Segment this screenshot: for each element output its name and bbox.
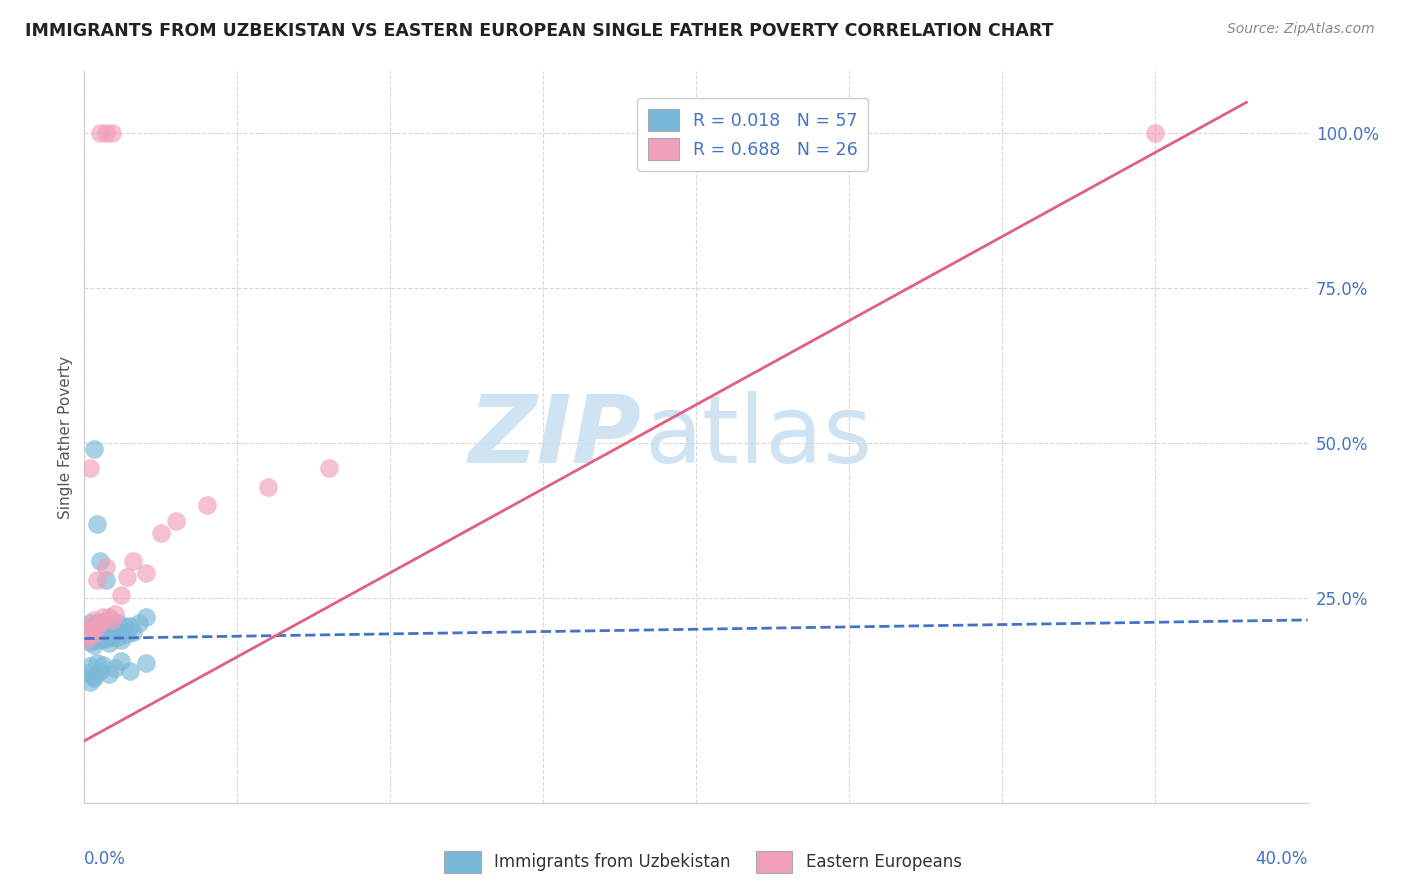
Point (76, 622, 98, 636)
Point (76, 628, 98, 642)
Point (122, 554, 145, 568)
Point (86, 625, 108, 640)
Point (79, 615, 101, 630)
Y-axis label: Single Father Poverty: Single Father Poverty (58, 356, 73, 518)
Point (76, 665, 98, 680)
Point (89, 126, 111, 140)
Point (86, 573, 108, 587)
Point (1143, 126, 1166, 140)
Point (104, 625, 127, 640)
Point (89, 615, 111, 630)
Point (86, 633, 108, 648)
Point (79, 625, 101, 640)
Point (110, 655, 132, 669)
Point (83, 619, 105, 633)
Point (91, 615, 114, 629)
Point (97, 624, 120, 638)
Point (86, 516, 108, 531)
Point (89, 554, 111, 568)
Point (122, 625, 145, 640)
Point (77, 625, 100, 640)
Legend: Immigrants from Uzbekistan, Eastern Europeans: Immigrants from Uzbekistan, Eastern Euro… (437, 845, 969, 880)
Point (83, 442, 105, 457)
Point (149, 526, 172, 541)
Point (79, 634, 101, 648)
Point (115, 627, 138, 641)
Point (83, 613, 105, 627)
Point (76, 632, 98, 646)
Point (107, 615, 129, 630)
Point (110, 633, 132, 648)
Point (89, 630, 111, 644)
Point (94, 560, 117, 574)
Point (128, 615, 150, 630)
Point (86, 619, 108, 633)
Point (83, 669, 105, 683)
Point (101, 619, 124, 633)
Point (79, 674, 101, 689)
Point (104, 607, 127, 621)
Point (89, 665, 111, 679)
Point (112, 619, 135, 633)
Point (79, 659, 101, 673)
Point (79, 461, 101, 475)
Text: IMMIGRANTS FROM UZBEKISTAN VS EASTERN EUROPEAN SINGLE FATHER POVERTY CORRELATION: IMMIGRANTS FROM UZBEKISTAN VS EASTERN EU… (25, 22, 1054, 40)
Point (101, 126, 124, 140)
Text: 0.0%: 0.0% (84, 850, 127, 868)
Point (135, 566, 157, 581)
Point (91, 632, 114, 646)
Point (135, 610, 157, 624)
Point (83, 671, 105, 685)
Text: ZIP: ZIP (468, 391, 641, 483)
Point (94, 627, 117, 641)
Point (135, 657, 157, 671)
Point (91, 658, 114, 673)
Point (115, 569, 138, 583)
Point (94, 573, 117, 587)
Point (83, 632, 105, 646)
Point (89, 622, 111, 636)
Point (79, 625, 101, 640)
Point (104, 661, 127, 675)
Point (257, 480, 280, 494)
Point (76, 622, 98, 636)
Point (94, 619, 117, 633)
Point (97, 666, 120, 681)
Point (107, 630, 129, 644)
Legend: R = 0.018   N = 57, R = 0.688   N = 26: R = 0.018 N = 57, R = 0.688 N = 26 (637, 98, 868, 170)
Point (97, 610, 120, 624)
Text: atlas: atlas (644, 391, 873, 483)
Point (97, 636, 120, 650)
Point (91, 610, 114, 624)
Point (110, 588, 132, 602)
Text: Source: ZipAtlas.com: Source: ZipAtlas.com (1227, 22, 1375, 37)
Point (86, 657, 108, 671)
Point (120, 665, 142, 679)
Point (76, 632, 98, 646)
Point (89, 615, 111, 630)
Point (94, 126, 117, 140)
Point (101, 630, 124, 644)
Point (104, 622, 127, 636)
Point (75, 628, 97, 642)
Point (91, 624, 114, 638)
Point (195, 498, 218, 512)
Point (318, 461, 340, 475)
Point (83, 625, 105, 640)
Point (120, 619, 142, 633)
Point (83, 638, 105, 652)
Point (101, 613, 124, 627)
Point (89, 625, 111, 640)
Point (86, 615, 108, 630)
Point (165, 514, 187, 528)
Point (83, 627, 105, 641)
Point (94, 632, 117, 646)
Text: 40.0%: 40.0% (1256, 850, 1308, 868)
Point (79, 622, 101, 636)
Point (110, 625, 132, 640)
